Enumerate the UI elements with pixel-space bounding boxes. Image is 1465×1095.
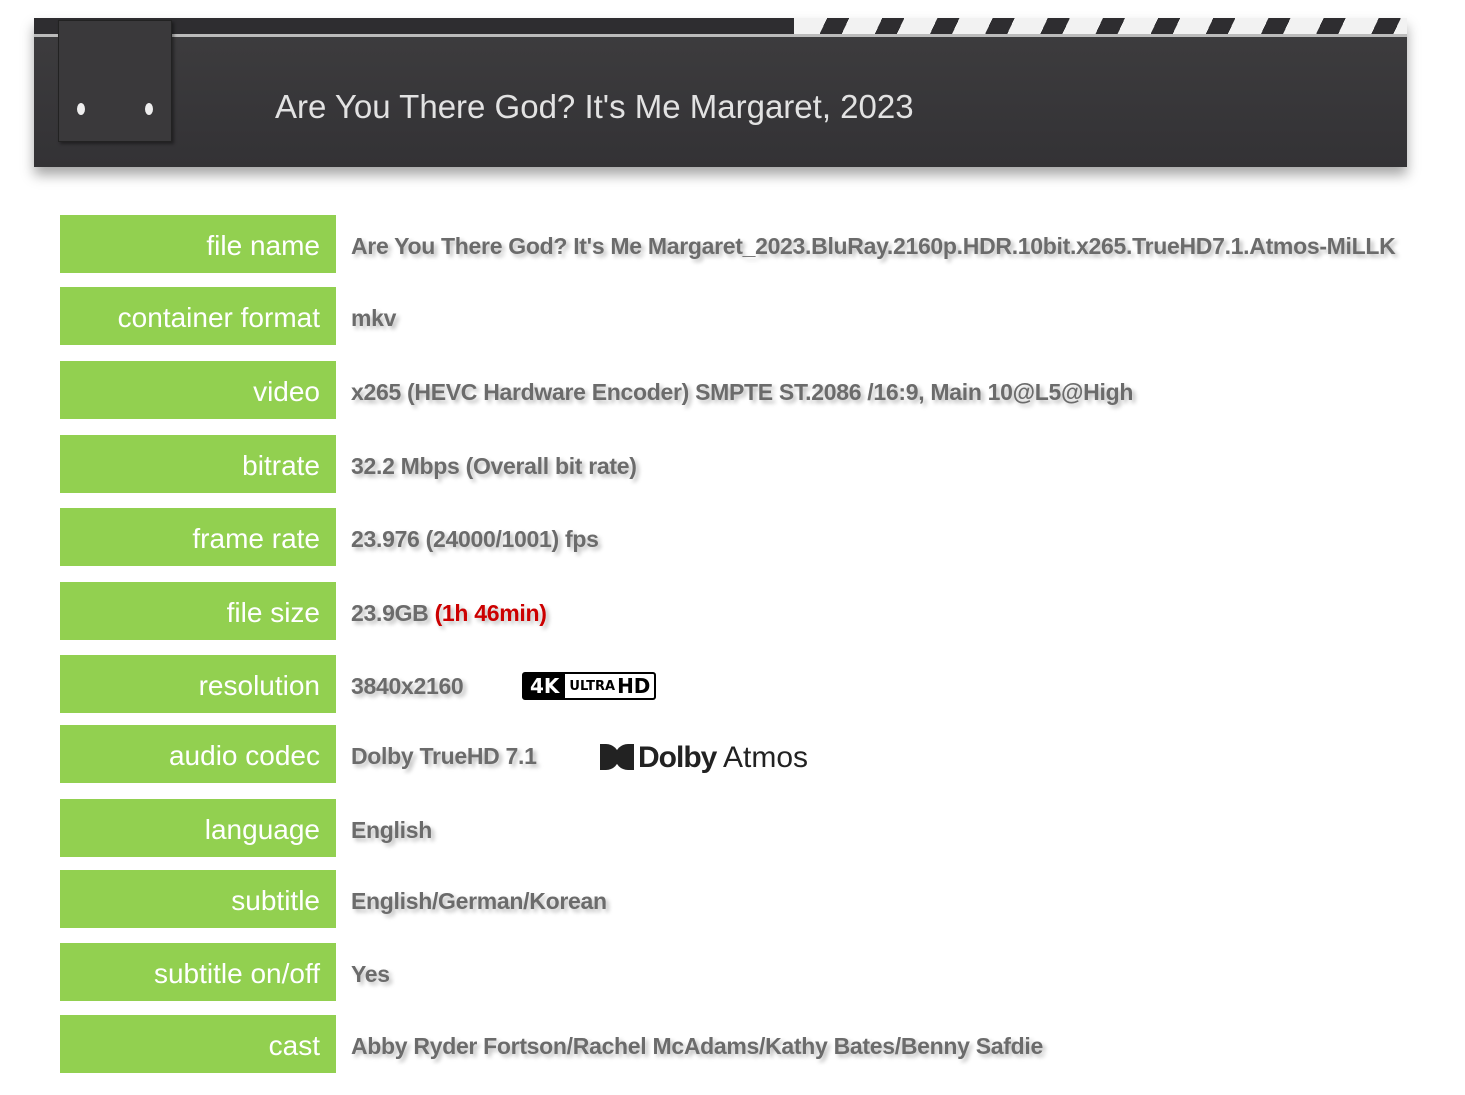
- value-text: mkv: [351, 305, 397, 331]
- row-value: 23.9GB (1h 46min): [351, 582, 547, 644]
- dolby-product: Atmos: [723, 741, 809, 774]
- value-text: Dolby TrueHD 7.1: [351, 743, 537, 769]
- info-row: frame rate 23.976 (24000/1001) fps: [60, 508, 1460, 566]
- row-value: x265 (HEVC Hardware Encoder) SMPTE ST.20…: [351, 361, 1133, 423]
- row-value: Dolby TrueHD 7.1: [351, 725, 537, 787]
- value-text: English: [351, 817, 432, 843]
- logo-hd: HD: [617, 674, 651, 698]
- row-label: language: [60, 799, 336, 857]
- value-text: x265 (HEVC Hardware Encoder) SMPTE ST.20…: [351, 379, 1134, 405]
- row-label: audio codec: [60, 725, 336, 783]
- info-row: audio codec Dolby TrueHD 7.1 Dolby Atmos: [60, 725, 1460, 783]
- info-row: file name Are You There God? It's Me Marg…: [60, 215, 1460, 273]
- title: Are You There God? It's Me Margaret, 202…: [275, 88, 914, 125]
- dolby-brand: Dolby: [638, 741, 717, 774]
- clapper-strip: [34, 18, 1407, 37]
- info-row: subtitle on/off Yes: [60, 943, 1460, 1001]
- row-label: subtitle: [60, 870, 336, 928]
- row-label: cast: [60, 1015, 336, 1073]
- dot: [145, 103, 153, 115]
- value-text: Are You There God? It's Me Margaret_2023…: [351, 233, 1396, 259]
- row-label: file size: [60, 582, 336, 640]
- row-label: container format: [60, 287, 336, 345]
- info-row: file size 23.9GB (1h 46min): [60, 582, 1460, 640]
- info-row: subtitle English/German/Korean: [60, 870, 1460, 928]
- value-text: 23.9GB: [351, 600, 429, 626]
- row-label: bitrate: [60, 435, 336, 493]
- clapperboard: Are You There God? It's Me Margaret, 202…: [34, 18, 1407, 167]
- info-row: resolution 3840x2160 4K ULTRA HD: [60, 655, 1460, 713]
- dolby-icon: [600, 744, 634, 770]
- row-value: mkv: [351, 287, 396, 349]
- value-text: Abby Ryder Fortson/Rachel McAdams/Kathy …: [351, 1033, 1043, 1059]
- row-value: 32.2 Mbps (Overall bit rate): [351, 435, 637, 497]
- value-text: 23.976 (24000/1001) fps: [351, 526, 599, 552]
- value-text: English/German/Korean: [351, 888, 607, 914]
- row-label: file name: [60, 215, 336, 273]
- row-label: frame rate: [60, 508, 336, 566]
- logo-4k: 4K: [524, 674, 566, 698]
- info-row: bitrate 32.2 Mbps (Overall bit rate): [60, 435, 1460, 493]
- row-label: subtitle on/off: [60, 943, 336, 1001]
- row-value: English/German/Korean: [351, 870, 607, 932]
- info-row: language English: [60, 799, 1460, 857]
- dolby-logo: Dolby Atmos: [600, 725, 808, 791]
- row-value: 23.976 (24000/1001) fps: [351, 508, 599, 570]
- info-row: container format mkv: [60, 287, 1460, 345]
- stripes: [794, 18, 1407, 34]
- value-text: 32.2 Mbps (Overall bit rate): [351, 453, 637, 479]
- info-row: video x265 (HEVC Hardware Encoder) SMPTE …: [60, 361, 1460, 419]
- row-label: resolution: [60, 655, 336, 713]
- duration: (1h 46min): [434, 600, 547, 626]
- row-value: Yes: [351, 943, 390, 1005]
- row-label: video: [60, 361, 336, 419]
- row-value: Are You There God? It's Me Margaret_2023…: [351, 215, 1396, 277]
- row-value: 3840x2160: [351, 655, 464, 717]
- row-value: Abby Ryder Fortson/Rachel McAdams/Kathy …: [351, 1015, 1043, 1077]
- info-row: cast Abby Ryder Fortson/Rachel McAdams/Ka…: [60, 1015, 1460, 1073]
- value-text: 3840x2160: [351, 673, 464, 699]
- dot: [77, 103, 85, 115]
- uhd-logo: 4K ULTRA HD: [522, 672, 657, 700]
- row-value: English: [351, 799, 432, 861]
- value-text: Yes: [351, 961, 390, 987]
- hinge: [58, 20, 172, 142]
- logo-ultra: ULTRA: [569, 679, 616, 694]
